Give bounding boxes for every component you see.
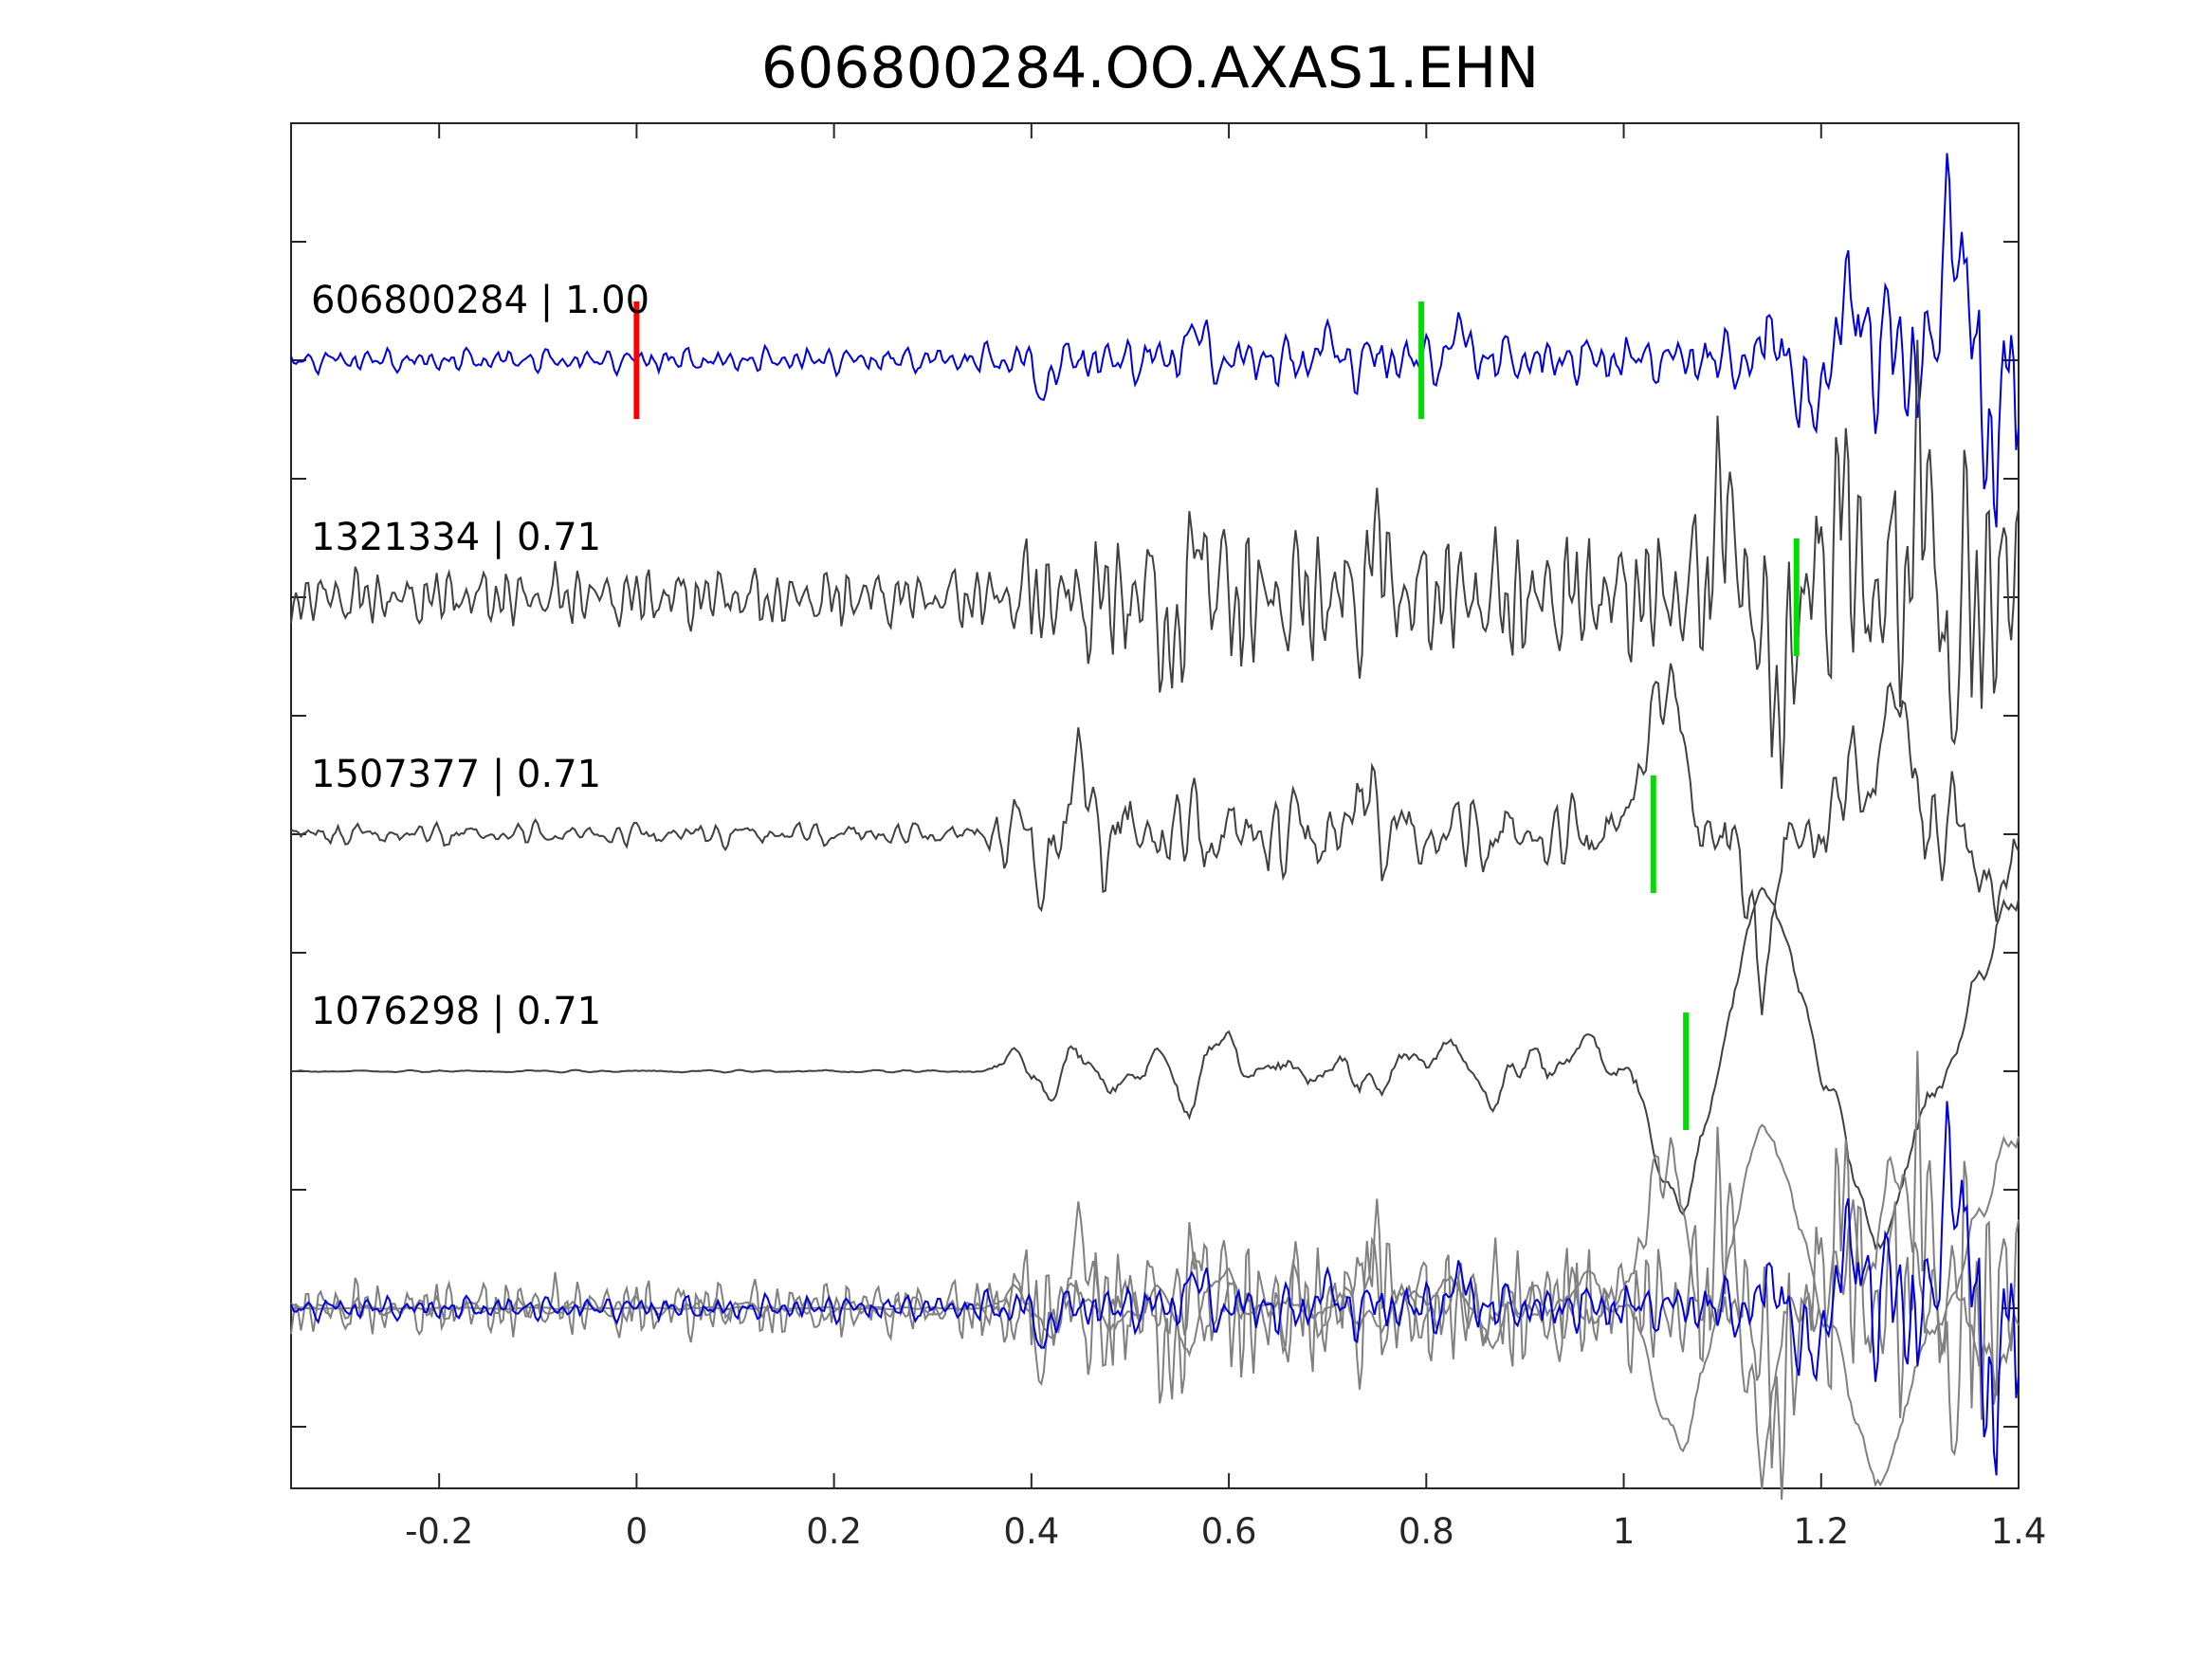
x-tick-labels: -0.2 0 0.2 0.4 0.6 0.8 1 1.2 1.4 bbox=[405, 1511, 2046, 1552]
overlay-trace-4-line bbox=[290, 1123, 2020, 1487]
x-tick-label: 0.6 bbox=[1201, 1511, 1257, 1552]
trace-label-4: 1076298 | 0.71 bbox=[311, 990, 601, 1033]
x-tick-label: 0.8 bbox=[1398, 1511, 1454, 1552]
x-tick-label: 1 bbox=[1613, 1511, 1636, 1552]
trace-label-2: 1321334 | 0.71 bbox=[311, 516, 601, 559]
chart-title: 606800284.OO.AXAS1.EHN bbox=[761, 35, 1539, 101]
plot-frame bbox=[290, 122, 2020, 1489]
x-tick-label: 0 bbox=[626, 1511, 649, 1552]
overlay-trace-group bbox=[290, 1050, 2020, 1501]
trace-label-3: 1507377 | 0.71 bbox=[311, 753, 601, 796]
x-tick-label: 1.2 bbox=[1793, 1511, 1849, 1552]
x-tick-label: 0.4 bbox=[1003, 1511, 1059, 1552]
x-tick-label: 0.2 bbox=[806, 1511, 862, 1552]
overlay-trace-1-line bbox=[290, 1101, 2020, 1476]
trace-4-line bbox=[290, 886, 2020, 1250]
trace-1-line bbox=[290, 153, 2020, 528]
overlay-trace-2-line bbox=[290, 1050, 2020, 1501]
trace-label-1: 606800284 | 1.00 bbox=[311, 279, 649, 322]
trace-3-line bbox=[290, 663, 2020, 1015]
trace-labels: 606800284 | 1.00 1321334 | 0.71 1507377 | … bbox=[311, 279, 649, 1033]
trace-2-line bbox=[290, 339, 2020, 790]
trace-group bbox=[290, 153, 2020, 1250]
x-tick-label: -0.2 bbox=[405, 1511, 473, 1552]
pick-markers bbox=[633, 301, 1800, 1130]
x-ticks bbox=[438, 123, 2020, 1488]
x-tick-label: 1.4 bbox=[1991, 1511, 2047, 1552]
